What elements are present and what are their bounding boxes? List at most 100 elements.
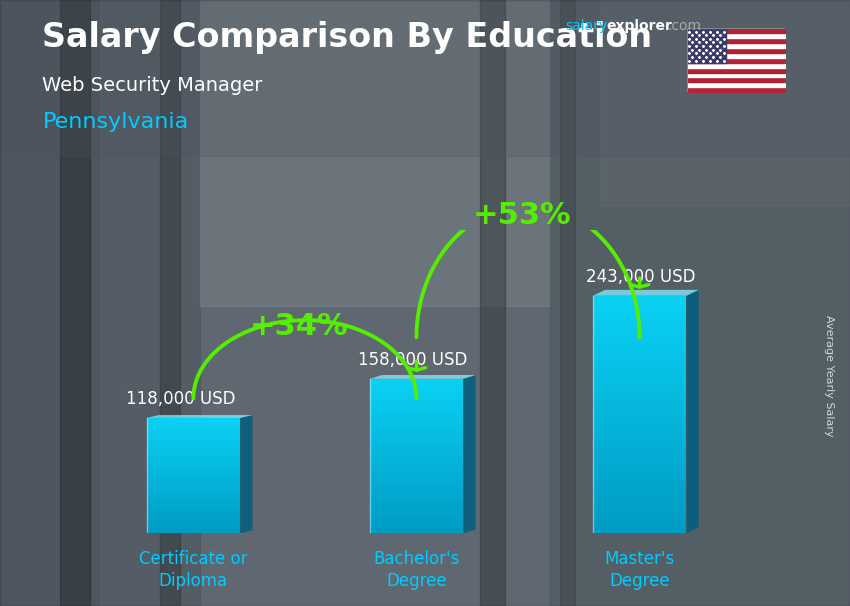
Text: 243,000 USD: 243,000 USD	[586, 268, 695, 286]
Bar	[370, 435, 463, 437]
Bar	[370, 400, 463, 402]
Bar	[146, 481, 241, 483]
Bar	[146, 510, 241, 511]
Bar	[146, 485, 241, 487]
Bar	[370, 527, 463, 530]
Bar	[146, 522, 241, 523]
Text: Bachelor's
Degree: Bachelor's Degree	[373, 550, 460, 590]
Bar	[370, 433, 463, 435]
Text: 158,000 USD: 158,000 USD	[359, 351, 468, 369]
Bar	[592, 331, 687, 335]
Bar	[146, 432, 241, 434]
Bar	[370, 508, 463, 510]
Text: Master's
Degree: Master's Degree	[604, 550, 675, 590]
Bar	[146, 511, 241, 513]
Bar	[370, 385, 463, 387]
Bar	[592, 405, 687, 408]
Bar	[370, 504, 463, 506]
Bar	[370, 406, 463, 408]
Bar	[370, 439, 463, 441]
Bar	[146, 494, 241, 496]
Bar	[370, 450, 463, 452]
Bar	[592, 435, 687, 438]
Bar	[370, 468, 463, 470]
Bar	[146, 445, 241, 447]
Bar	[146, 464, 241, 465]
Bar	[592, 382, 687, 385]
Bar	[592, 373, 687, 376]
Bar	[592, 400, 687, 402]
Bar	[592, 427, 687, 430]
Bar	[592, 313, 687, 316]
Bar	[146, 460, 241, 461]
Bar	[370, 411, 463, 414]
Bar	[370, 518, 463, 520]
Bar	[592, 474, 687, 477]
Bar	[592, 319, 687, 322]
Bar	[146, 530, 241, 532]
Bar	[370, 485, 463, 487]
Bar	[370, 501, 463, 502]
Bar	[592, 424, 687, 427]
Bar	[146, 516, 241, 518]
Text: explorer: explorer	[606, 19, 672, 33]
Bar	[146, 498, 241, 499]
Bar	[146, 448, 241, 450]
Bar	[370, 522, 463, 524]
Bar	[146, 447, 241, 448]
Bar	[370, 410, 463, 411]
Bar	[370, 379, 463, 381]
Bar	[146, 514, 241, 516]
Bar	[370, 493, 463, 494]
Bar	[146, 422, 241, 424]
Bar	[370, 418, 463, 419]
Bar	[592, 438, 687, 441]
Bar	[146, 451, 241, 453]
Bar	[370, 421, 463, 423]
Bar	[592, 411, 687, 415]
Polygon shape	[687, 290, 699, 533]
Bar	[370, 395, 463, 396]
Bar	[146, 490, 241, 491]
Bar	[146, 424, 241, 425]
Bar	[592, 489, 687, 491]
Bar	[370, 402, 463, 404]
Bar	[146, 457, 241, 458]
Bar	[146, 483, 241, 484]
Bar	[370, 478, 463, 479]
Bar	[370, 510, 463, 512]
Bar	[146, 503, 241, 504]
Bar	[370, 416, 463, 418]
Bar	[146, 518, 241, 519]
Bar	[146, 527, 241, 529]
Bar	[146, 441, 241, 442]
Bar	[370, 441, 463, 442]
Bar	[146, 500, 241, 502]
Bar	[146, 502, 241, 503]
Bar	[370, 442, 463, 444]
Bar	[592, 296, 687, 299]
Text: .com: .com	[667, 19, 701, 33]
Bar	[592, 367, 687, 370]
Bar	[370, 431, 463, 433]
Bar	[370, 462, 463, 464]
Bar	[592, 430, 687, 432]
Bar	[146, 507, 241, 509]
Bar	[146, 523, 241, 525]
Bar	[592, 394, 687, 397]
Bar	[592, 335, 687, 338]
Bar	[370, 506, 463, 508]
Bar	[370, 460, 463, 462]
Bar	[592, 299, 687, 302]
Bar	[592, 302, 687, 305]
Text: salary: salary	[565, 19, 608, 33]
Bar	[146, 421, 241, 422]
Bar	[592, 441, 687, 444]
Bar	[592, 504, 687, 507]
Bar	[370, 444, 463, 447]
Bar	[592, 341, 687, 343]
Bar	[592, 480, 687, 483]
Bar	[146, 479, 241, 480]
Bar	[146, 461, 241, 462]
Bar	[146, 454, 241, 456]
